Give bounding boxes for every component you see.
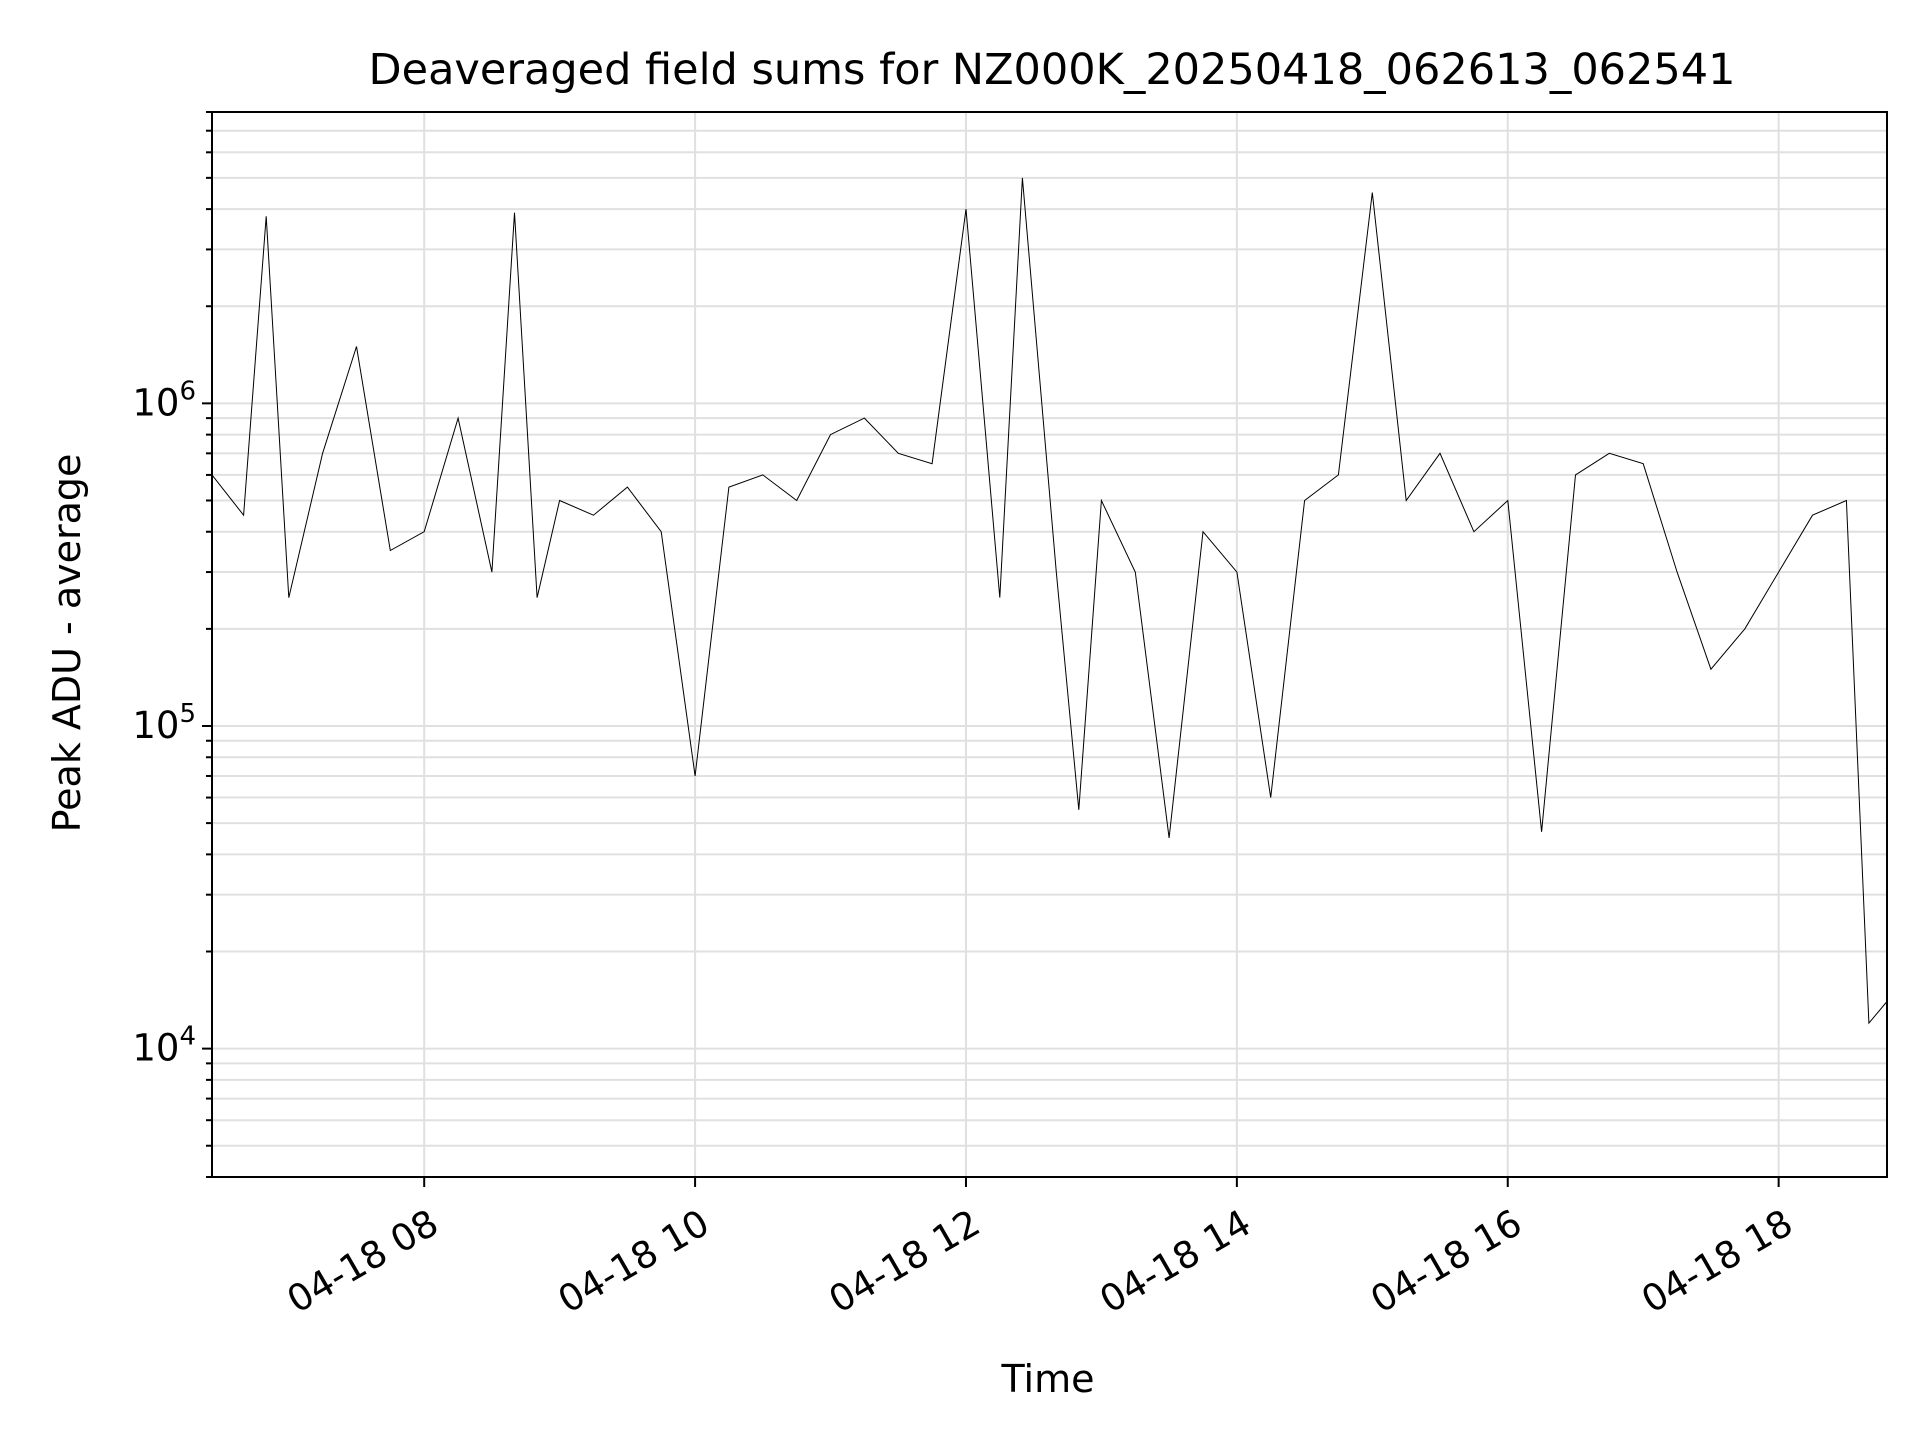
chart-title: Deaveraged field sums for NZ000K_2025041… <box>369 45 1736 95</box>
y-tick-label: 105 <box>132 699 196 747</box>
plot-frame <box>211 111 1888 1178</box>
y-tick-label: 104 <box>132 1022 196 1070</box>
y-axis-label: Peak ADU - average <box>45 454 89 833</box>
x-axis-label: Time <box>1001 1357 1095 1401</box>
y-tick-exponent: 6 <box>179 376 196 406</box>
grid <box>212 111 1887 1178</box>
y-tick-base: 10 <box>132 381 179 424</box>
y-tick-exponent: 4 <box>179 1022 196 1052</box>
y-tick-exponent: 5 <box>179 699 196 729</box>
y-tick-base: 10 <box>132 704 179 747</box>
y-tick-base: 10 <box>132 1027 179 1070</box>
y-tick-label: 106 <box>132 376 196 424</box>
series-line <box>211 177 1888 1025</box>
series-layer <box>211 177 1888 1025</box>
